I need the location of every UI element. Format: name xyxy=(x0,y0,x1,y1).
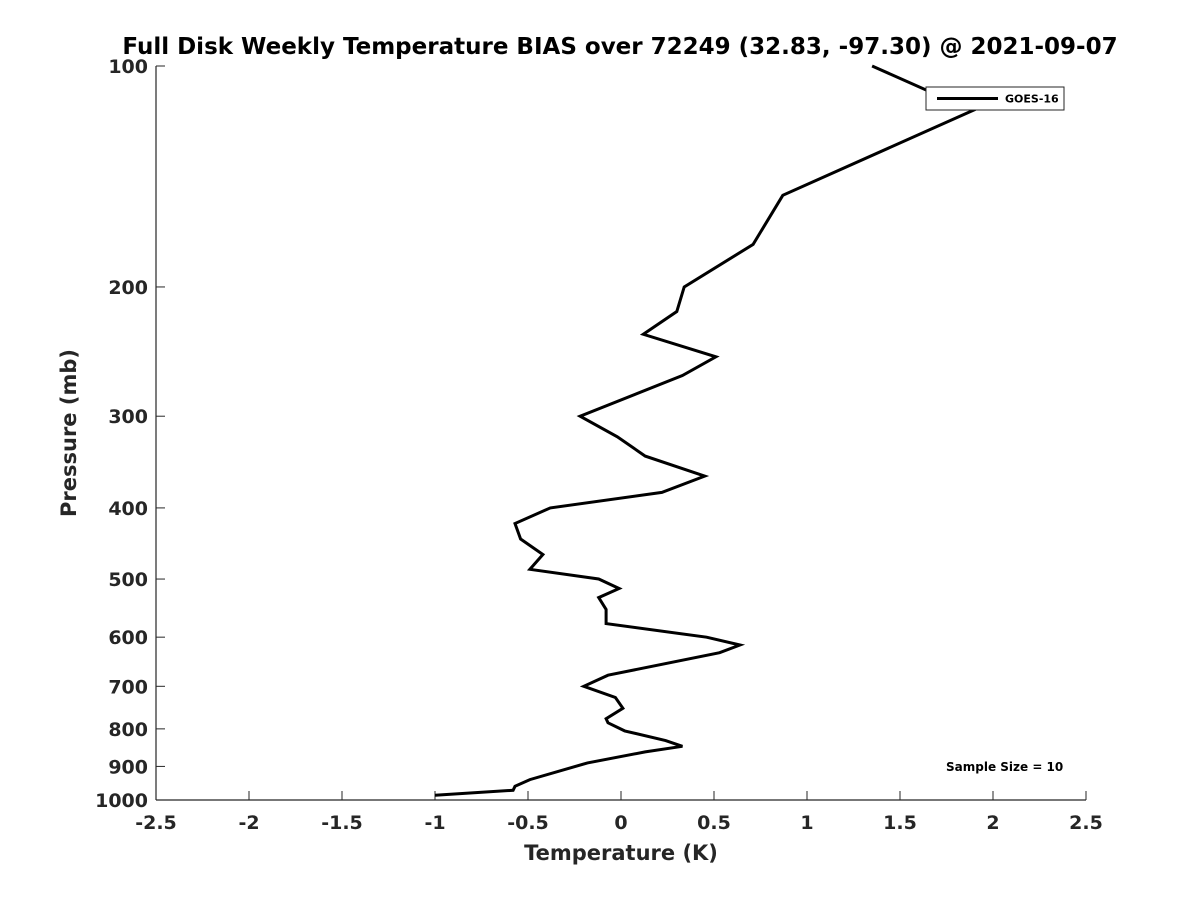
sample-size-annotation: Sample Size = 10 xyxy=(946,760,1063,774)
y-tick-label: 900 xyxy=(108,756,148,778)
x-tick-label: 0.5 xyxy=(697,812,731,834)
y-tick-label: 300 xyxy=(108,406,148,428)
x-tick-label: 1.5 xyxy=(883,812,917,834)
y-tick-label: 500 xyxy=(108,569,148,591)
series-line-goes-16 xyxy=(434,64,977,797)
x-tick-label: -0.5 xyxy=(507,812,549,834)
legend: GOES-16 xyxy=(925,86,1065,111)
x-tick-label: -1.5 xyxy=(321,812,363,834)
y-tick-label: 400 xyxy=(108,498,148,520)
y-tick-label: 200 xyxy=(108,277,148,299)
y-axis-label: Pressure (mb) xyxy=(57,349,81,517)
x-axis-label: Temperature (K) xyxy=(524,841,718,865)
y-tick-label: 600 xyxy=(108,627,148,649)
x-tick-label: 2.5 xyxy=(1069,812,1103,834)
y-tick-label: 100 xyxy=(108,56,148,78)
x-ticks: -2.5 -2 -1.5 -1 -0.5 0 0.5 1 1.5 2 2.5 xyxy=(135,791,1103,834)
legend-label-goes-16: GOES-16 xyxy=(1005,93,1059,106)
y-tick-label: 1000 xyxy=(95,790,148,812)
y-tick-label: 700 xyxy=(108,676,148,698)
x-tick-label: -1 xyxy=(424,812,445,834)
x-tick-label: -2.5 xyxy=(135,812,177,834)
x-tick-label: 2 xyxy=(986,812,999,834)
plot-area: -2.5 -2 -1.5 -1 -0.5 0 0.5 1 1.5 2 2.5 100 200 300 40… xyxy=(95,56,1103,834)
x-tick-label: -2 xyxy=(238,812,259,834)
y-tick-label: 800 xyxy=(108,719,148,741)
x-tick-label: 0 xyxy=(614,812,627,834)
x-tick-label: 1 xyxy=(800,812,813,834)
y-ticks: 100 200 300 400 500 600 700 800 900 1000 xyxy=(95,56,165,812)
chart-title: Full Disk Weekly Temperature BIAS over 7… xyxy=(122,34,1117,60)
